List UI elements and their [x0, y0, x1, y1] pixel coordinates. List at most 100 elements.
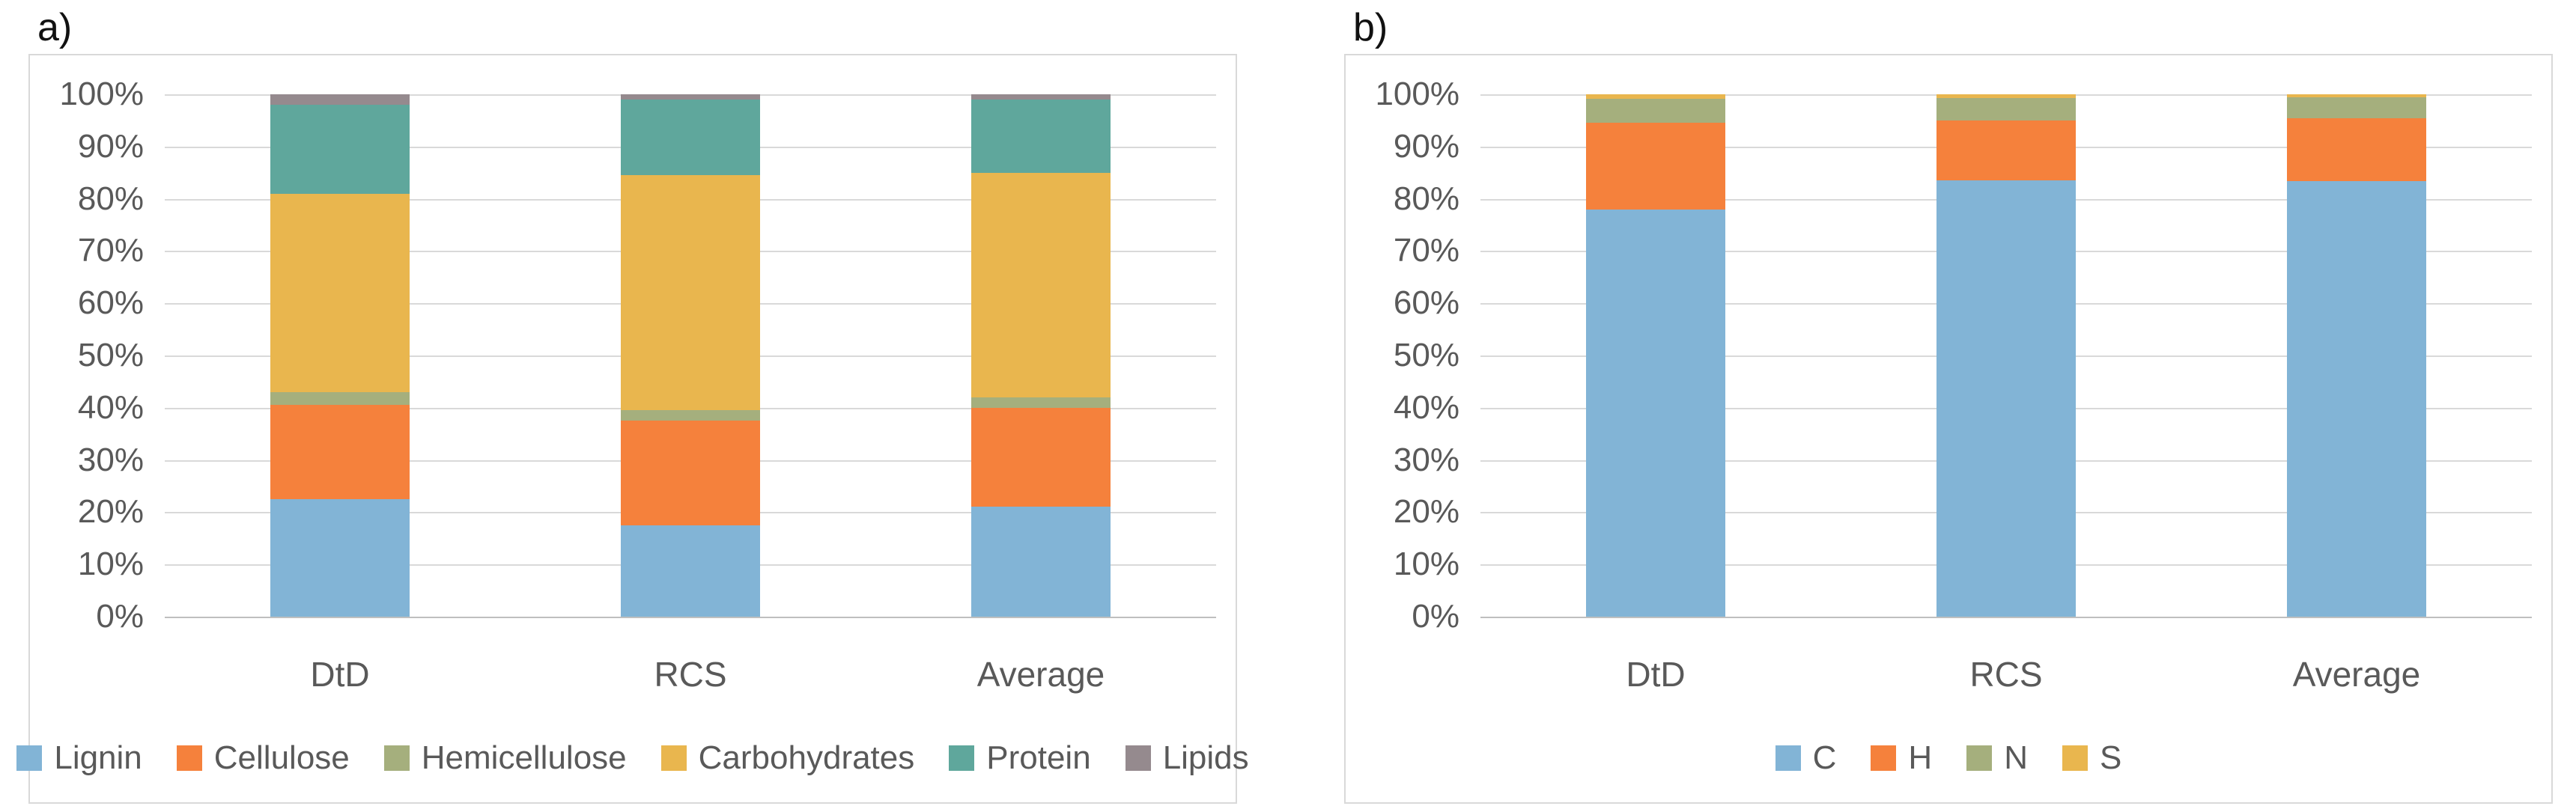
legend-swatch-carbohydrates [660, 745, 687, 771]
bar-segment-rcs-protein [621, 100, 760, 176]
legend-label-cellulose: Cellulose [213, 739, 350, 776]
legend-item-lignin: Lignin [16, 739, 142, 777]
y-tick-label: 0% [1412, 598, 1459, 635]
bar-segment-rcs-hemicellulose [621, 410, 760, 421]
bar-segment-rcs-lignin [621, 525, 760, 617]
chart-b: b) 0% 10% 20% 30% 40% 50% 60% 70% 80% 90% 100% DtD R… [1344, 6, 2553, 804]
x-axis-line [165, 617, 1216, 618]
legend-item-protein: Protein [949, 739, 1091, 777]
bar-segment-average-cellulose [971, 407, 1111, 507]
bar-segment-dtd-lignin [270, 498, 410, 617]
bar-rcs [621, 94, 760, 617]
bar-segment-average-n [2287, 97, 2426, 119]
legend-swatch-n [1966, 745, 1993, 771]
bar-segment-rcs-n [1936, 97, 2076, 120]
bar-segment-average-c [2287, 180, 2426, 617]
y-tick-label: 100% [1375, 76, 1459, 112]
bar-segment-dtd-s [1586, 94, 1725, 99]
legend-label-hemicellulose: Hemicellulose [421, 739, 627, 776]
legend-item-h: H [1871, 739, 1932, 777]
bar-slot-rcs [515, 94, 866, 617]
y-tick-label: 70% [77, 232, 144, 269]
bar-segment-average-lignin [971, 507, 1111, 617]
legend-item-s: S [2062, 739, 2121, 777]
y-tick-label: 80% [77, 180, 144, 217]
bar-segment-average-protein [971, 100, 1111, 173]
chart-a-panel: 0% 10% 20% 30% 40% 50% 60% 70% 80% 90% 100% DtD RCS A… [16, 54, 1249, 804]
category-label-average: Average [2292, 655, 2421, 694]
bar-slot-dtd [165, 94, 515, 617]
bar-segment-rcs-h [1936, 120, 2076, 181]
bar-dtd [270, 94, 410, 617]
category-label-rcs: RCS [654, 655, 727, 694]
category-label-dtd: DtD [1626, 655, 1686, 694]
legend-swatch-lipids [1125, 745, 1151, 771]
plot-area: 0% 10% 20% 30% 40% 50% 60% 70% 80% 90% 100% [59, 76, 1216, 635]
legend: Lignin Cellulose Hemicellulose Carbohydrate… [16, 739, 1249, 777]
category-label-dtd: DtD [310, 655, 370, 694]
category-label-rcs: RCS [1969, 655, 2043, 694]
y-tick-label: 100% [59, 76, 144, 112]
bar-average [2287, 94, 2426, 617]
bar-segment-dtd-h [1586, 123, 1725, 210]
y-tick-label: 40% [77, 388, 144, 426]
y-tick-label: 20% [77, 493, 144, 531]
legend-item-cellulose: Cellulose [176, 739, 350, 777]
bar-rcs [1936, 94, 2076, 617]
chart-b-panel: 0% 10% 20% 30% 40% 50% 60% 70% 80% 90% 100% DtD RCS A… [1344, 54, 2553, 804]
y-tick-label: 50% [1393, 337, 1459, 373]
legend-label-carbohydrates: Carbohydrates [698, 739, 915, 776]
legend-swatch-c [1775, 745, 1801, 771]
bar-segment-average-lipids [971, 94, 1111, 100]
bar-segment-rcs-lipids [621, 94, 760, 100]
legend-item-carbohydrates: Carbohydrates [660, 739, 915, 777]
bar-segment-rcs-s [1936, 94, 2076, 98]
legend-swatch-lignin [16, 745, 43, 771]
legend-swatch-cellulose [176, 745, 202, 771]
legend-label-c: C [1812, 739, 1837, 776]
x-axis-line [1480, 617, 2532, 618]
bar-slot-rcs [1831, 94, 2181, 617]
bar-segment-dtd-protein [270, 105, 410, 194]
bar-segment-rcs-carbohydrates [621, 175, 760, 411]
bar-dtd [1586, 94, 1725, 617]
legend-label-n: N [2004, 739, 2028, 776]
legend-label-lignin: Lignin [54, 739, 142, 776]
bar-slot-average [2181, 94, 2532, 617]
legend-swatch-hemicellulose [383, 745, 410, 771]
y-tick-label: 40% [1393, 388, 1459, 426]
bar-slot-dtd [1480, 94, 1831, 617]
bar-segment-dtd-hemicellulose [270, 391, 410, 406]
y-tick-label: 80% [1393, 180, 1459, 217]
legend-swatch-h [1871, 745, 1897, 771]
bar-segment-dtd-lipids [270, 94, 410, 105]
y-tick-label: 30% [1393, 441, 1459, 478]
bar-segment-dtd-carbohydrates [270, 193, 410, 392]
legend-label-lipids: Lipids [1162, 739, 1249, 776]
bars [165, 94, 1216, 617]
bar-segment-average-s [2287, 94, 2426, 98]
bar-segment-average-hemicellulose [971, 397, 1111, 408]
legend-item-lipids: Lipids [1125, 739, 1249, 777]
category-labels: DtD RCS Average [165, 654, 1216, 694]
legend-swatch-s [2062, 745, 2088, 771]
y-tick-label: 70% [1393, 232, 1459, 269]
y-tick-label: 20% [1393, 493, 1459, 531]
chart-a: a) 0% 10% 20% 30% 40% 50% 60% 70% 80% 90% 100% DtD R… [16, 6, 1249, 804]
y-tick-label: 60% [1393, 284, 1459, 322]
y-tick-label: 0% [96, 598, 144, 635]
y-tick-label: 60% [77, 284, 144, 322]
bar-segment-dtd-c [1586, 209, 1725, 617]
legend-item-n: N [1966, 739, 2028, 777]
y-tick-label: 90% [77, 127, 144, 165]
bar-segment-dtd-cellulose [270, 405, 410, 499]
legend-item-c: C [1775, 739, 1837, 777]
panel-b-label: b) [1353, 6, 1388, 49]
bar-average [971, 94, 1111, 617]
bar-segment-rcs-cellulose [621, 421, 760, 525]
legend-label-protein: Protein [986, 739, 1091, 776]
panel-a-label: a) [37, 6, 73, 49]
y-tick-label: 10% [77, 546, 144, 583]
